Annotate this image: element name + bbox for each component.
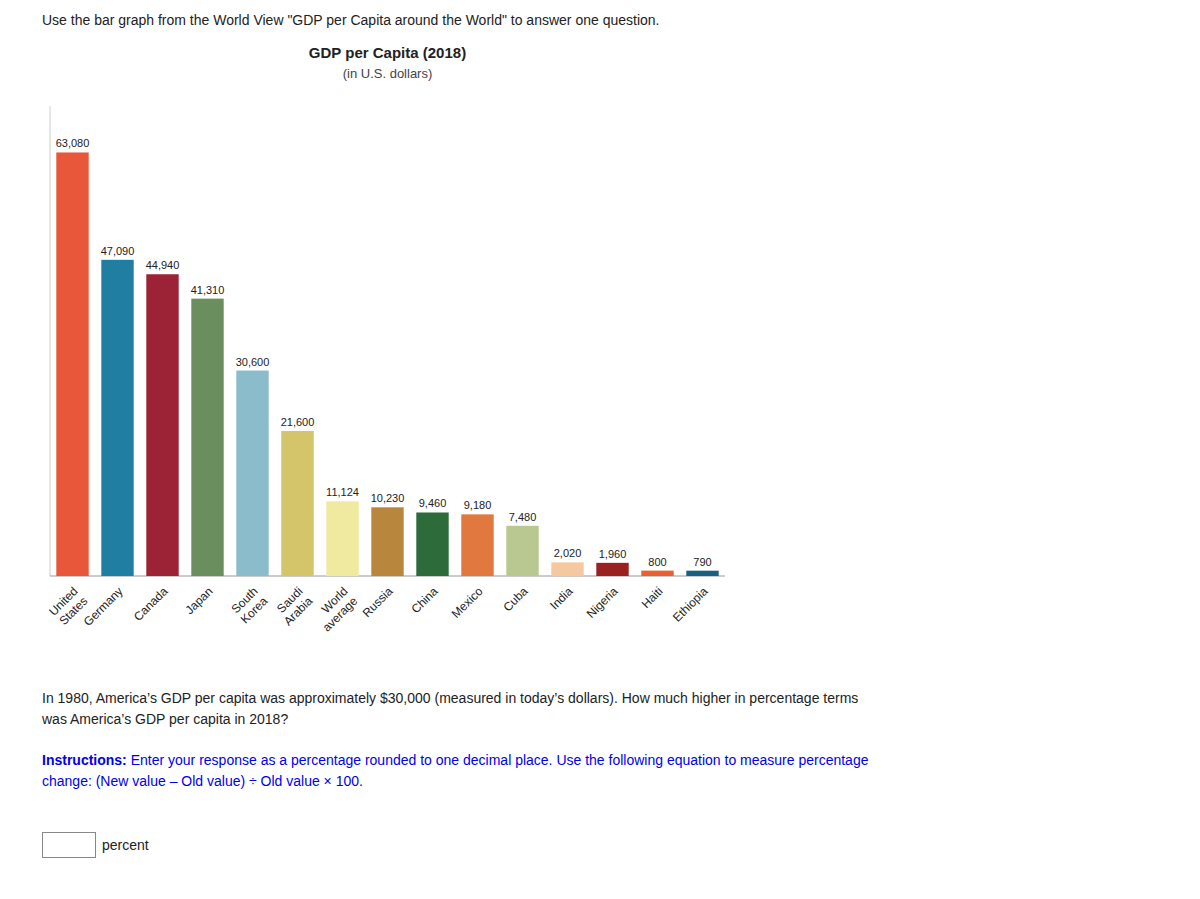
bar (281, 431, 313, 576)
data-label: 790 (693, 556, 711, 568)
labels: 63,080UnitedStates47,090Germany44,940Can… (46, 137, 712, 634)
bar-chart: GDP per Capita (2018) (in U.S. dollars) 63… (20, 36, 740, 676)
bar (191, 299, 223, 576)
data-label: 2,020 (554, 547, 582, 559)
x-tick-label: Russia (360, 584, 396, 620)
input-label: percent (102, 837, 149, 853)
x-tick-label: India (547, 584, 576, 613)
x-tick-label: Germany (81, 584, 126, 629)
bar (641, 571, 673, 576)
data-label: 7,480 (509, 511, 537, 523)
instructions-bold: Instructions: (42, 752, 127, 768)
chart-title: GDP per Capita (2018) (309, 44, 466, 61)
data-label: 63,080 (56, 137, 90, 149)
data-label: 9,460 (419, 497, 447, 509)
y-axis-line (50, 106, 51, 576)
data-label: 10,230 (371, 492, 405, 504)
page-heading: Use the bar graph from the World View "G… (42, 12, 659, 28)
x-tick-label: Canada (131, 584, 171, 624)
instructions-text: Enter your response as a percentage roun… (42, 752, 868, 789)
data-label: 30,600 (236, 356, 270, 368)
bar (686, 571, 718, 576)
bar (371, 507, 403, 576)
x-tick-label: Nigeria (584, 584, 621, 621)
data-label: 9,180 (464, 499, 492, 511)
bar (551, 562, 583, 576)
answer-input[interactable] (42, 832, 96, 858)
question-text: In 1980, America’s GDP per capita was ap… (42, 688, 1172, 730)
bar (506, 526, 538, 576)
data-label: 47,090 (101, 245, 135, 257)
data-label: 11,124 (326, 486, 359, 498)
bar (236, 371, 268, 576)
bar (56, 152, 88, 576)
x-tick-label: Haiti (639, 584, 666, 611)
x-tick-label: China (408, 584, 440, 616)
bar (146, 274, 178, 576)
bar (461, 514, 493, 576)
x-tick-label: Japan (183, 584, 216, 617)
data-label: 1,960 (599, 548, 627, 560)
x-tick-label: Mexico (449, 584, 486, 621)
data-label: 21,600 (281, 416, 315, 428)
bar (596, 563, 628, 576)
data-label: 800 (648, 556, 666, 568)
x-tick-label: Worldaverage (310, 584, 361, 635)
bar (326, 501, 358, 576)
answer-row: percent (42, 832, 149, 858)
x-tick-label: SouthKorea (228, 584, 271, 627)
chart-subtitle: (in U.S. dollars) (343, 66, 433, 81)
data-label: 44,940 (146, 259, 180, 271)
bar (101, 260, 133, 576)
data-label: 41,310 (191, 284, 225, 296)
bar (416, 512, 448, 576)
instructions: Instructions: Enter your response as a p… (42, 750, 1172, 792)
x-tick-label: SaudiArabia (271, 584, 315, 628)
x-tick-label: Cuba (500, 584, 530, 614)
bars (56, 152, 718, 576)
x-tick-label: Ethiopia (670, 584, 711, 625)
